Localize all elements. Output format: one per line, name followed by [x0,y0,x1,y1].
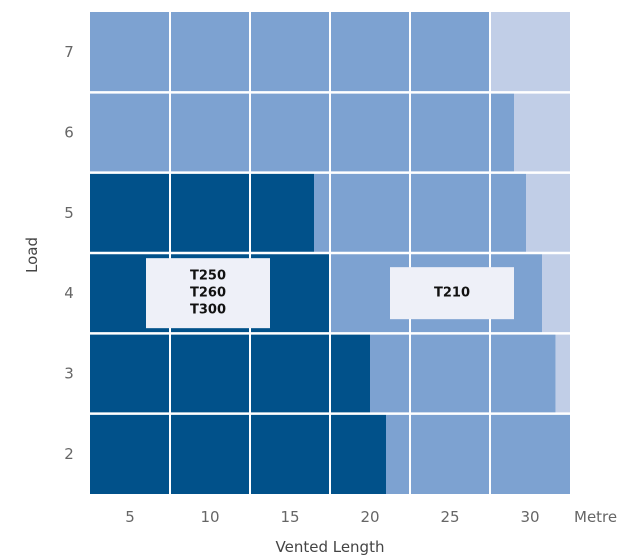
cell-load-6-medium [90,92,514,173]
annotation-labels: T250 T260 T300 T210 [146,258,514,329]
cell-load-4-light [542,253,570,334]
cell-load-3-light [555,333,570,414]
y-tick-label: 5 [64,204,74,222]
x-tick-label: 15 [280,508,299,526]
y-tick-label: 2 [64,445,74,463]
x-tick-label: 25 [440,508,459,526]
cell-gridlines [90,12,570,494]
y-tick-label: 4 [64,284,74,302]
x-tick-label: 30 [520,508,539,526]
cell-load-5-medium [314,172,526,253]
x-axis-unit: Metre [574,508,617,526]
cell-load-7-medium [90,12,490,93]
annotation-label: T210 [434,286,470,301]
x-tick-label: 10 [200,508,219,526]
y-tick-label: 6 [64,124,74,142]
cell-load-6-light [514,92,570,173]
x-tick-label: 20 [360,508,379,526]
annotation-label: T300 [190,303,226,318]
annotation-box-1 [146,258,270,329]
cell-load-2-dark [90,413,386,494]
cell-load-3-medium [370,333,556,414]
cell-load-3-dark [90,333,370,414]
x-tick-label: 5 [125,508,135,526]
cell-load-5-light [526,172,570,253]
annotation-label: T250 [190,269,226,284]
cell-load-7-light [490,12,570,93]
annotation-box-2 [390,267,514,320]
annotation-label: T260 [190,286,226,301]
y-axis-ticks: 7 6 5 4 3 2 [64,43,74,463]
y-tick-label: 3 [64,365,74,383]
cell-load-2-medium [386,413,570,494]
x-axis-ticks: 5 10 15 20 25 30 [125,508,539,526]
y-axis-title: Load [23,237,41,273]
y-tick-label: 7 [64,43,74,61]
x-axis-title: Vented Length [276,538,385,556]
cell-load-5-dark [90,172,314,253]
